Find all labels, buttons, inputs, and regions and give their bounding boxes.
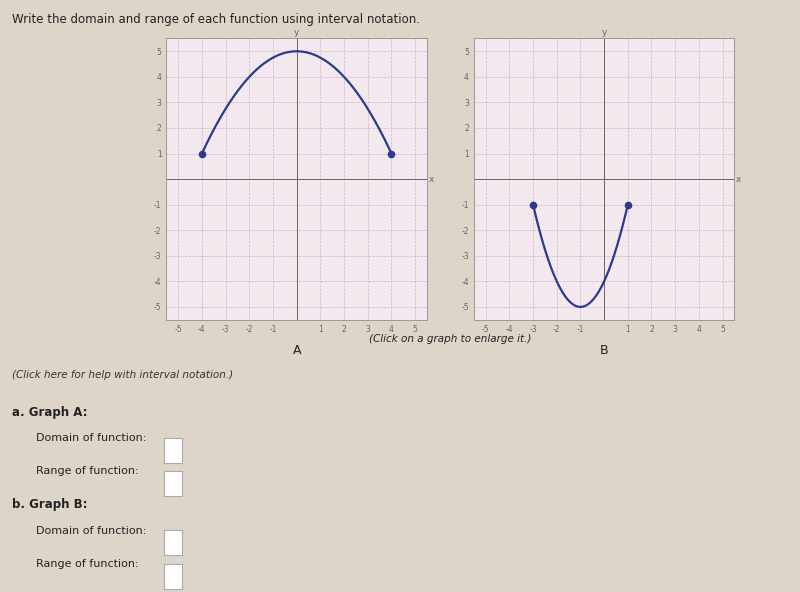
Point (526, 200, 539, 210)
Text: b. Graph B:: b. Graph B: (12, 498, 87, 511)
Text: (Click here for help with interval notation.): (Click here for help with interval notat… (12, 370, 233, 380)
Text: Domain of function:: Domain of function: (36, 433, 146, 443)
Text: A: A (293, 343, 301, 356)
Point (195, 149, 208, 158)
Text: a. Graph A:: a. Graph A: (12, 406, 87, 419)
Text: Write the domain and range of each function using interval notation.: Write the domain and range of each funct… (12, 13, 420, 26)
Text: x: x (428, 175, 434, 184)
Text: y: y (294, 28, 299, 37)
Text: B: B (600, 343, 609, 356)
Point (385, 149, 398, 158)
Text: Range of function:: Range of function: (36, 559, 138, 570)
Text: (Click on a graph to enlarge it.): (Click on a graph to enlarge it.) (370, 334, 531, 345)
Text: Range of function:: Range of function: (36, 466, 138, 477)
Text: y: y (602, 28, 607, 37)
Point (622, 200, 634, 210)
Text: x: x (736, 175, 741, 184)
Text: Domain of function:: Domain of function: (36, 526, 146, 536)
